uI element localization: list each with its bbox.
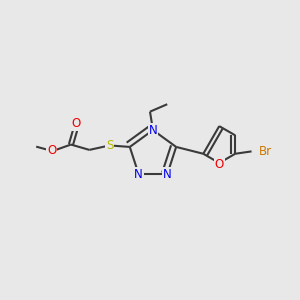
Text: O: O [47,144,56,157]
Text: N: N [148,124,157,136]
Text: N: N [134,168,143,181]
Text: Br: Br [259,145,272,158]
Text: O: O [72,117,81,130]
Text: N: N [163,168,172,181]
Text: O: O [214,158,224,171]
Text: S: S [106,139,113,152]
